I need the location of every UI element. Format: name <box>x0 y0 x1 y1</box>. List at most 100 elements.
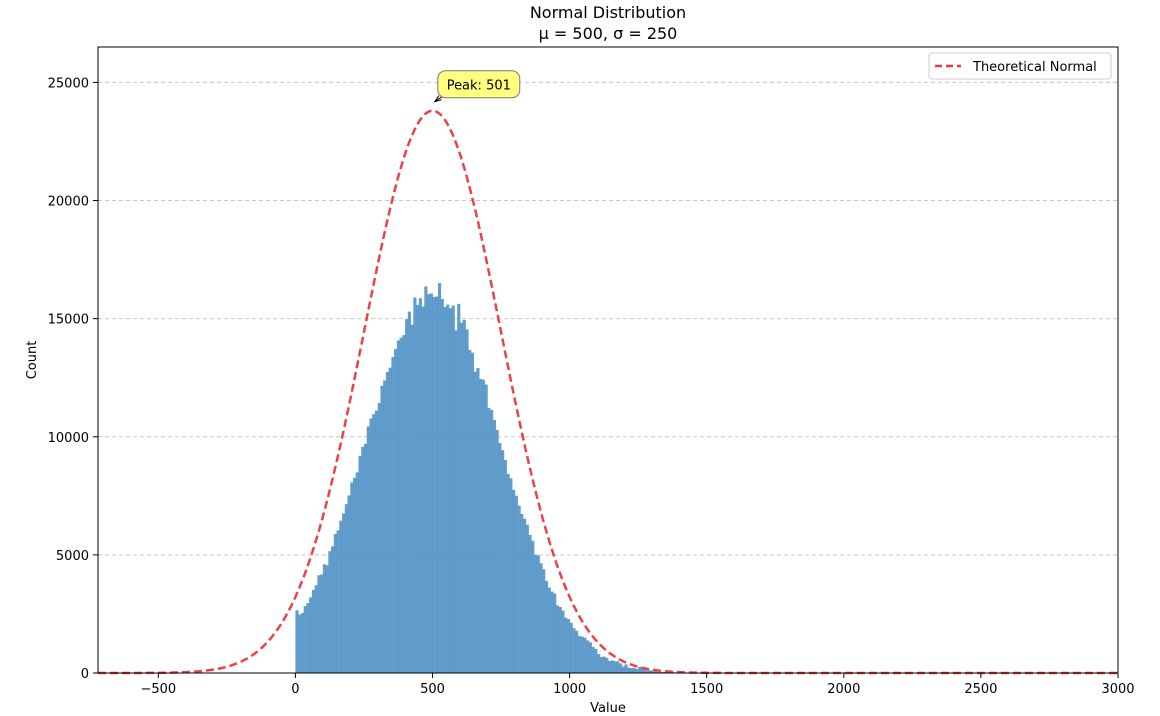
histogram-bar <box>350 482 354 673</box>
histogram-bar <box>555 605 560 673</box>
histogram-bar <box>416 304 420 673</box>
histogram-bar <box>635 668 639 673</box>
histogram-bar <box>391 357 395 673</box>
histogram-bar <box>306 603 310 673</box>
histogram-bar <box>451 305 455 673</box>
legend: Theoretical Normal <box>928 52 1112 80</box>
histogram-bar <box>643 669 647 673</box>
histogram-bar <box>342 513 346 673</box>
histogram-bar <box>369 418 373 673</box>
histogram-bar <box>429 293 433 673</box>
histogram-bar <box>580 636 584 673</box>
histogram-bar <box>594 648 598 673</box>
histogram-bar <box>353 477 357 673</box>
histogram-bar <box>613 661 617 673</box>
plot-frame <box>97 46 1119 674</box>
histogram-bar <box>523 518 527 673</box>
histogram-bar <box>325 565 329 673</box>
histogram-bar <box>509 478 513 673</box>
histogram-bar <box>544 580 549 673</box>
histogram-bar <box>402 335 406 673</box>
histogram-bar <box>421 306 425 673</box>
histogram-bar <box>605 657 609 673</box>
histogram-bar <box>583 637 587 673</box>
histogram-bar <box>588 642 592 673</box>
histogram-bar <box>300 613 305 673</box>
histogram-bar <box>599 657 603 673</box>
histogram-bar <box>424 286 428 673</box>
x-tick-label: 2500 <box>964 682 997 697</box>
y-tick-label: 25000 <box>48 76 89 91</box>
histogram-bar <box>577 636 581 673</box>
histogram-bar <box>490 410 494 673</box>
x-axis: −500 0 500 1000 1500 2000 2500 3000 <box>140 673 1135 697</box>
histogram-bar <box>366 426 370 673</box>
histogram-bar <box>528 534 532 673</box>
histogram-bar <box>314 585 318 673</box>
histogram-bar <box>347 495 351 673</box>
histogram-bar <box>525 524 529 673</box>
histogram-bar <box>550 591 554 673</box>
histogram-bar <box>608 660 612 673</box>
histogram-bar <box>602 656 606 673</box>
histogram-bar <box>547 587 551 673</box>
histogram-bar <box>624 664 628 673</box>
histogram-bar <box>553 593 557 673</box>
x-tick-label: 2000 <box>827 682 860 697</box>
normal-curve-line <box>98 109 1118 675</box>
histogram-bar <box>385 371 390 673</box>
histogram-bar <box>520 513 524 673</box>
histogram-bar <box>339 520 343 673</box>
annotation-text: Peak: 501 <box>447 79 511 94</box>
histogram-bar <box>591 647 595 673</box>
histogram-bar <box>542 569 546 673</box>
histogram-bar <box>621 666 625 673</box>
y-axis-label: Count <box>25 341 40 380</box>
histogram-bar <box>597 654 601 673</box>
histogram-bar <box>320 574 324 673</box>
chart-subtitle: μ = 500, σ = 250 <box>539 24 678 43</box>
histogram-bar <box>322 564 326 673</box>
histogram-bar <box>470 352 475 673</box>
histogram-bar <box>303 606 307 673</box>
x-tick-label: 3000 <box>1101 682 1134 697</box>
histogram-bar <box>640 668 645 673</box>
histogram-bar <box>462 319 466 673</box>
histogram-bar <box>336 530 340 673</box>
histogram-bar <box>405 319 409 673</box>
histogram-bar <box>344 504 348 673</box>
histogram-bar <box>295 610 299 673</box>
histogram-bar <box>539 563 543 673</box>
legend-box <box>928 52 1112 80</box>
histogram-bar <box>311 589 316 673</box>
histogram-bar <box>413 297 417 673</box>
histogram-bar <box>435 296 439 673</box>
peak-annotation: Peak: 501 <box>433 70 521 103</box>
histogram-bar <box>572 628 576 673</box>
histogram-bar <box>432 296 436 673</box>
histogram-bar <box>383 380 387 673</box>
histogram-bar <box>317 575 321 673</box>
histogram-bar <box>503 460 507 673</box>
histogram-bar <box>566 619 571 673</box>
histogram-bar <box>575 630 579 673</box>
histogram-bar <box>536 555 540 673</box>
histogram-bar <box>638 666 642 673</box>
histogram-bar <box>388 367 392 673</box>
x-tick-label: 500 <box>420 682 445 697</box>
histogram-bar <box>418 298 422 673</box>
histogram-bar <box>399 337 403 673</box>
histogram-bar <box>481 379 486 673</box>
y-tick-label: 5000 <box>56 549 89 564</box>
histogram-bar <box>377 403 381 673</box>
histogram-bar <box>380 385 384 673</box>
histogram-bar <box>564 617 568 673</box>
histogram-bars <box>295 283 708 673</box>
histogram-bar <box>610 660 614 673</box>
histogram-bar <box>440 298 444 673</box>
histogram-bar <box>629 668 634 673</box>
histogram-bar <box>448 308 453 673</box>
histogram-bar <box>498 443 502 673</box>
histogram-bar <box>662 671 666 673</box>
